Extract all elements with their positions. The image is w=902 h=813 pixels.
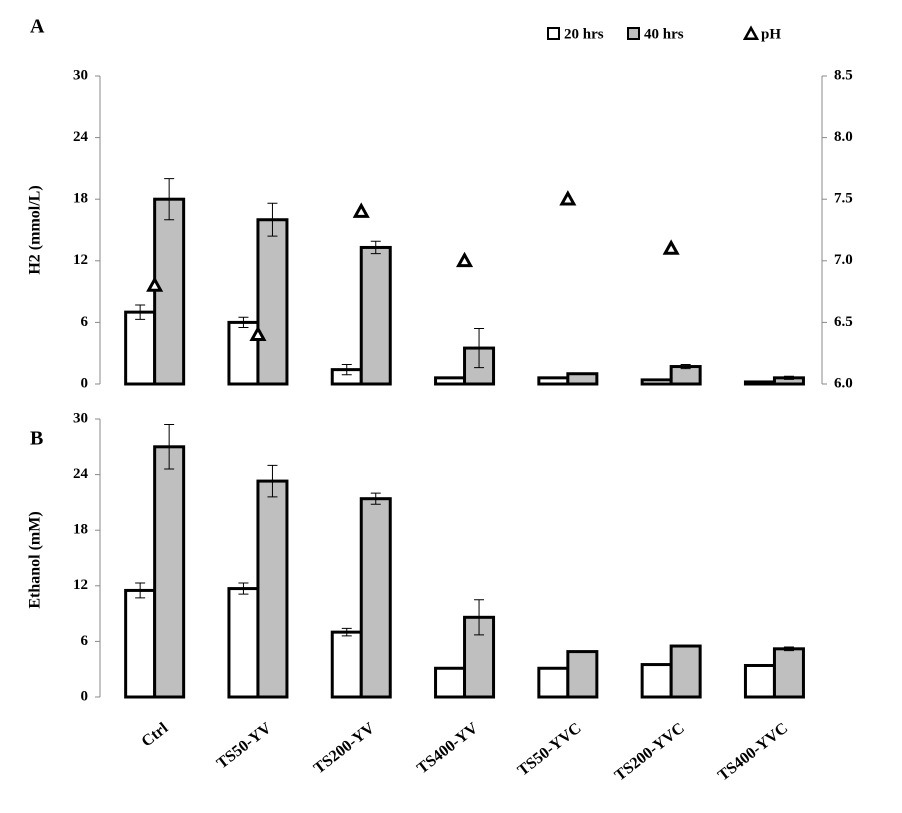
bar bbox=[772, 647, 805, 699]
panel-label: B bbox=[30, 428, 43, 450]
legend-marker bbox=[627, 27, 640, 40]
legend-label: 40 hrs bbox=[644, 26, 684, 42]
legend-marker bbox=[742, 25, 760, 41]
x-tick-label: TS50-YVC bbox=[515, 720, 585, 780]
y-tick-label: 24 bbox=[73, 129, 89, 145]
y-tick-label: 18 bbox=[73, 522, 88, 538]
bar bbox=[256, 218, 289, 386]
bar bbox=[743, 380, 776, 386]
y-tick-label: 0 bbox=[81, 375, 89, 391]
error-bar bbox=[341, 363, 352, 376]
bar bbox=[256, 479, 289, 699]
y-tick-label: 30 bbox=[73, 67, 88, 83]
legend-label: pH bbox=[761, 26, 781, 42]
y-tick-label: 12 bbox=[73, 577, 88, 593]
ph-marker bbox=[456, 251, 474, 268]
y2-tick-label: 8.5 bbox=[834, 67, 853, 83]
bar bbox=[566, 372, 599, 386]
panel-label: A bbox=[30, 16, 45, 38]
ph-marker bbox=[559, 190, 577, 206]
error-bar bbox=[135, 582, 146, 599]
error-bar bbox=[267, 464, 278, 498]
x-tick-label: TS50-YV bbox=[214, 719, 275, 772]
bar bbox=[566, 650, 599, 699]
error-bar bbox=[267, 202, 278, 237]
bar bbox=[537, 376, 570, 386]
legend-label: 20 hrs bbox=[564, 26, 604, 42]
bar bbox=[669, 365, 702, 386]
bar bbox=[537, 666, 570, 699]
bar bbox=[743, 663, 776, 699]
legend-marker bbox=[547, 27, 560, 40]
error-bar bbox=[474, 328, 485, 369]
error-bar bbox=[783, 375, 794, 380]
bar bbox=[124, 310, 157, 386]
ph-marker bbox=[352, 202, 370, 218]
y2-tick-label: 7.5 bbox=[834, 191, 853, 207]
ph-marker bbox=[249, 325, 267, 342]
bar bbox=[153, 445, 186, 699]
x-tick-label: TS400-YVC bbox=[715, 720, 791, 785]
bar bbox=[330, 630, 363, 699]
bar bbox=[227, 320, 260, 386]
y2-tick-label: 6.5 bbox=[834, 314, 853, 330]
error-bar bbox=[238, 582, 249, 595]
y-tick-label: 6 bbox=[81, 633, 89, 649]
x-tick-label: TS200-YVC bbox=[612, 720, 688, 785]
error-bar bbox=[164, 424, 175, 470]
error-bar bbox=[474, 599, 485, 636]
y-tick-label: 18 bbox=[73, 191, 88, 207]
error-bar bbox=[164, 178, 175, 221]
y-tick-label: 24 bbox=[73, 466, 89, 482]
error-bar bbox=[238, 316, 249, 329]
bar bbox=[434, 376, 467, 386]
y-tick-label: 30 bbox=[73, 410, 88, 426]
error-bar bbox=[341, 627, 352, 637]
error-bar bbox=[680, 363, 691, 370]
ph-marker bbox=[146, 276, 164, 292]
bar bbox=[359, 497, 392, 699]
y-axis-label: Ethanol (mM) bbox=[27, 511, 44, 608]
error-bar bbox=[783, 646, 794, 652]
y-tick-label: 12 bbox=[73, 252, 88, 268]
y-tick-label: 0 bbox=[81, 688, 89, 704]
bar bbox=[359, 245, 392, 386]
y2-tick-label: 8.0 bbox=[834, 129, 853, 145]
y-axis-label: H2 (mmol/L) bbox=[27, 185, 44, 274]
y2-tick-label: 7.0 bbox=[834, 252, 853, 268]
error-bar bbox=[370, 240, 381, 255]
x-tick-label: Ctrl bbox=[138, 719, 171, 750]
bar bbox=[640, 378, 673, 386]
bar bbox=[227, 587, 260, 699]
error-bar bbox=[370, 492, 381, 505]
y-tick-label: 6 bbox=[81, 314, 89, 330]
bar bbox=[640, 663, 673, 699]
x-tick-label: TS400-YV bbox=[414, 719, 482, 777]
x-tick-label: TS200-YV bbox=[311, 719, 379, 777]
error-bar bbox=[135, 304, 146, 320]
ph-marker bbox=[662, 239, 680, 255]
bar bbox=[434, 666, 467, 699]
y2-tick-label: 6.0 bbox=[834, 375, 853, 391]
bar bbox=[669, 644, 702, 699]
bar bbox=[124, 588, 157, 699]
